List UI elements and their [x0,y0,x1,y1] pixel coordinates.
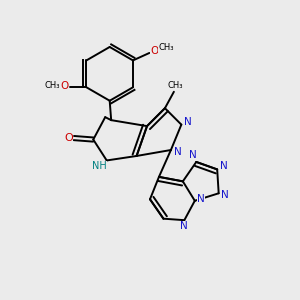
Text: N: N [174,147,181,158]
Text: N: N [181,220,188,230]
Text: N: N [189,150,197,161]
Text: CH₃: CH₃ [158,43,174,52]
Text: CH₃: CH₃ [168,81,183,90]
Text: N: N [197,194,205,204]
Text: N: N [220,161,228,171]
Text: O: O [61,81,69,91]
Text: O: O [150,46,159,56]
Text: O: O [64,133,73,143]
Text: N: N [184,117,192,127]
Text: NH: NH [92,161,106,171]
Text: CH₃: CH₃ [44,81,60,90]
Text: N: N [221,190,229,200]
